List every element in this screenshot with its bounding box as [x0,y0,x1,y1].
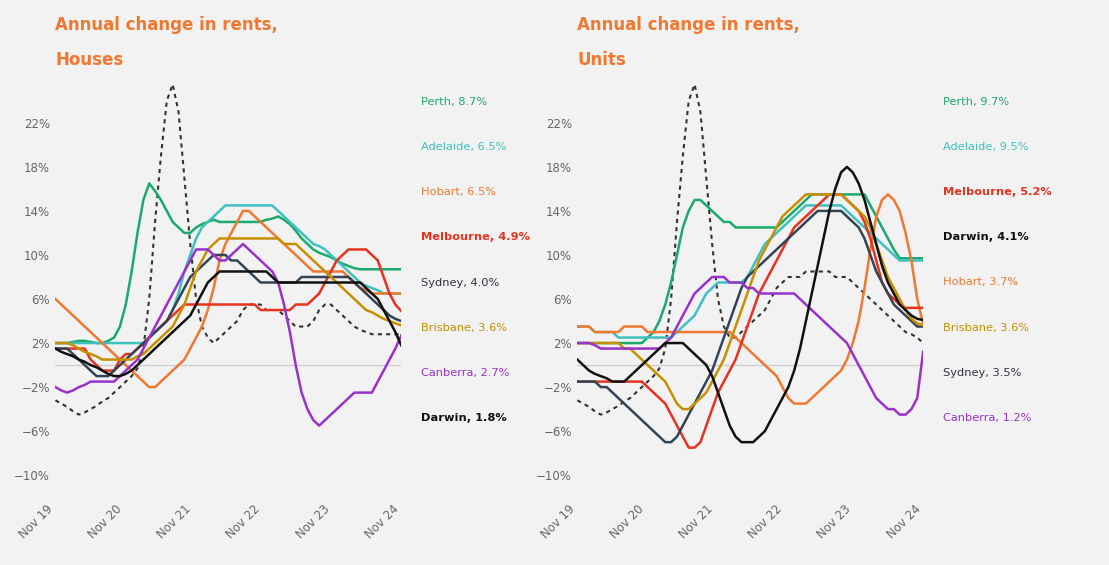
Text: Melbourne, 5.2%: Melbourne, 5.2% [943,188,1051,197]
Text: Melbourne, 4.9%: Melbourne, 4.9% [421,232,530,242]
Text: Units: Units [578,51,627,68]
Text: Brisbane, 3.6%: Brisbane, 3.6% [421,323,507,333]
Text: Annual change in rents,: Annual change in rents, [578,16,801,34]
Text: Annual change in rents,: Annual change in rents, [55,16,278,34]
Text: Adelaide, 6.5%: Adelaide, 6.5% [421,142,507,152]
Text: Sydney, 3.5%: Sydney, 3.5% [943,368,1021,377]
Text: Adelaide, 9.5%: Adelaide, 9.5% [943,142,1029,152]
Text: Perth, 9.7%: Perth, 9.7% [943,97,1009,107]
Text: Canberra, 1.2%: Canberra, 1.2% [943,413,1031,423]
Text: Houses: Houses [55,51,124,68]
Text: Perth, 8.7%: Perth, 8.7% [421,97,487,107]
Text: Canberra, 2.7%: Canberra, 2.7% [421,368,510,377]
Text: Hobart, 3.7%: Hobart, 3.7% [943,277,1018,288]
Text: Hobart, 6.5%: Hobart, 6.5% [421,188,496,197]
Text: Darwin, 4.1%: Darwin, 4.1% [943,232,1029,242]
Text: Darwin, 1.8%: Darwin, 1.8% [421,413,507,423]
Text: Brisbane, 3.6%: Brisbane, 3.6% [943,323,1029,333]
Text: Sydney, 4.0%: Sydney, 4.0% [421,277,499,288]
